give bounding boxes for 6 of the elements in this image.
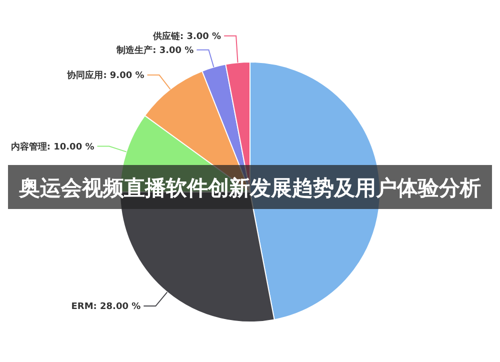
- slice-label: ERM: 28.00 %: [71, 302, 141, 312]
- text: 奥运会视频直播软件创新发展趋势及用户体验分析: [18, 176, 481, 200]
- slice-label: 协同应用: 9.00 %: [66, 70, 144, 82]
- slice-label: 内容管理: 10.00 %: [10, 141, 94, 152]
- slice-label: 制造生产: 3.00 %: [116, 44, 194, 56]
- slice-label: 供应链: 3.00 %: [152, 30, 222, 42]
